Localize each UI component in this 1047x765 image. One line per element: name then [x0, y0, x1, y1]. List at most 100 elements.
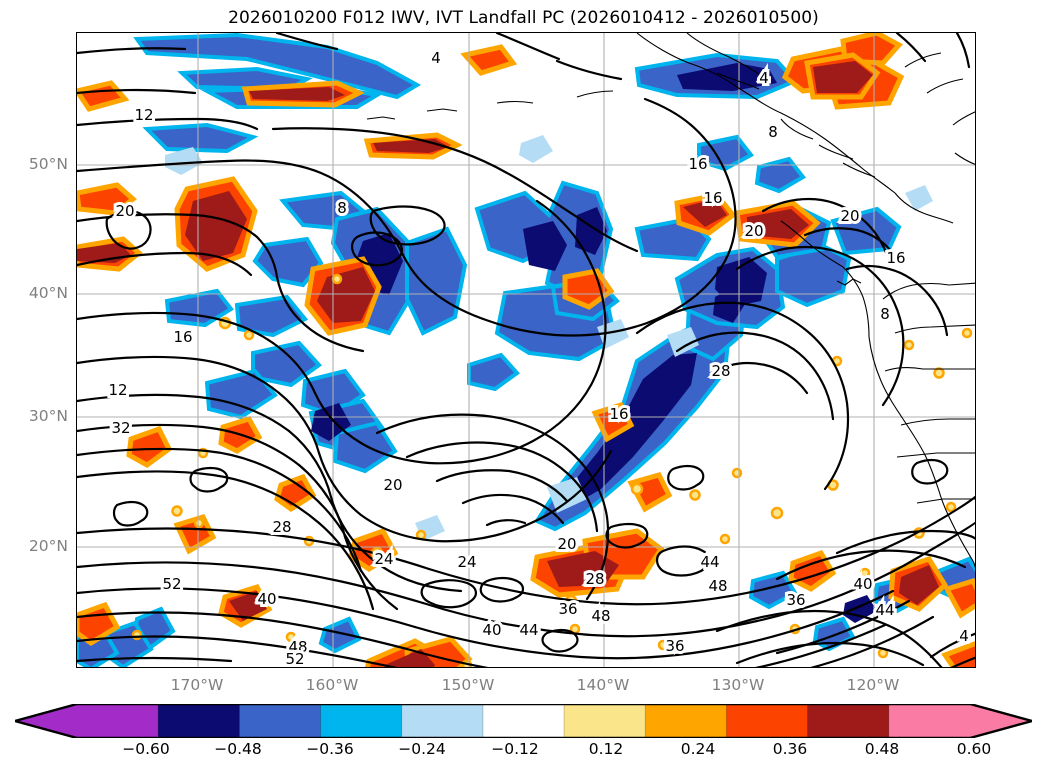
contour-label-20-1: 20	[115, 202, 134, 220]
contour-label-halo: 44	[700, 553, 719, 571]
contour-label-halo: 36	[558, 600, 577, 618]
contour-label-halo: 8	[768, 123, 778, 141]
contour-label-44-15: 44	[519, 621, 538, 639]
colorbar-segment-10	[888, 704, 971, 738]
cbar-tick-8: 0.48	[864, 740, 900, 758]
contour-label-16-32: 16	[886, 249, 905, 267]
xtick-label-150w: 150°W	[441, 676, 495, 694]
cbar-tick-4: −0.12	[491, 740, 539, 758]
contour-layer	[77, 33, 975, 667]
contour-label-halo: 28	[711, 362, 730, 380]
contour-label-36-13: 36	[558, 600, 577, 618]
contour-label-48-21: 48	[708, 577, 727, 595]
contour-label-24-7: 24	[374, 550, 393, 568]
contour-label-halo: 12	[108, 381, 127, 399]
cbar-tick-5: 0.12	[588, 740, 624, 758]
colorbar-segment-6	[564, 704, 646, 738]
contour-label-36-22: 36	[786, 591, 805, 609]
contour-label-8-33: 8	[337, 199, 347, 217]
contour-label-halo: 20	[383, 476, 402, 494]
contour-label-16-28: 16	[688, 155, 707, 173]
colorbar-segment-3	[320, 704, 403, 738]
contour-label-12-0: 12	[134, 106, 153, 124]
contour-label-20-9: 20	[557, 535, 576, 553]
coastline-layer	[366, 33, 975, 569]
contour-label-halo: 28	[272, 518, 291, 536]
contour-label-40-12: 40	[257, 590, 276, 608]
colorbar-segment-2	[239, 704, 322, 738]
colorbar[interactable]	[15, 704, 1032, 738]
xtick-label-160w: 160°W	[305, 676, 359, 694]
shaded-anomaly-layer	[77, 33, 975, 667]
cbar-tick-3: −0.24	[398, 740, 446, 758]
contour-label-halo: 16	[609, 405, 628, 423]
contour-label-halo: 36	[786, 591, 805, 609]
colorbar-segment-8	[726, 704, 809, 738]
ytick-label-30n: 30°N	[28, 407, 68, 425]
contour-label-32-4: 32	[111, 419, 130, 437]
contour-label-4-25: 4	[431, 49, 441, 67]
contour-label-24-8: 24	[457, 553, 476, 571]
contour-label-halo: 48	[708, 577, 727, 595]
gridlines	[77, 33, 975, 667]
colorbar-segment-9	[807, 704, 890, 738]
cbar-tick-2: −0.36	[306, 740, 354, 758]
contour-label-halo: 28	[585, 570, 604, 588]
contour-label-halo: 4	[759, 69, 769, 87]
contour-label-20-5: 20	[383, 476, 402, 494]
contour-label-48-17: 48	[288, 638, 307, 656]
contour-label-20-31: 20	[840, 207, 859, 225]
contour-label-halo: 44	[875, 601, 894, 619]
contour-label-halo: 48	[591, 607, 610, 625]
contour-label-44-24: 44	[875, 601, 894, 619]
contour-label-halo: 52	[285, 650, 304, 668]
contour-label-halo: 16	[688, 155, 707, 173]
contour-label-16-35: 16	[609, 405, 628, 423]
contour-label-16-2: 16	[173, 328, 192, 346]
colorbar-segment-0	[77, 704, 159, 738]
contour-label-halo: 44	[519, 621, 538, 639]
ytick-label-20n: 20°N	[28, 537, 68, 555]
contour-label-20-30: 20	[744, 222, 763, 240]
colorbar-graphic	[15, 704, 1032, 738]
contour-label-halo: 16	[173, 328, 192, 346]
contour-label-halo: 12	[134, 106, 153, 124]
contour-label-28-34: 28	[711, 362, 730, 380]
colorbar-extend-right	[970, 704, 1032, 738]
cbar-tick-7: 0.36	[772, 740, 808, 758]
contour-label-48-16: 48	[591, 607, 610, 625]
contour-label-36-19: 36	[665, 637, 684, 655]
contour-label-halo: 16	[886, 249, 905, 267]
contour-label-halo: 20	[744, 222, 763, 240]
contour-label-4-37: 4	[959, 627, 969, 645]
contour-label-8-36: 8	[880, 305, 890, 323]
contour-label-28-6: 28	[272, 518, 291, 536]
contour-label-halo: 8	[880, 305, 890, 323]
ytick-label-40n: 40°N	[28, 284, 68, 302]
contour-label-8-27: 8	[768, 123, 778, 141]
contour-label-halo: 4	[431, 49, 441, 67]
contour-label-28-10: 28	[585, 570, 604, 588]
map-plot-area[interactable]: 12 12 20 20 16 16 12 12 32 32 20 20 28 28 24 24 24 24 20 20…	[76, 32, 976, 668]
cbar-tick-0: −0.60	[122, 740, 170, 758]
contour-label-40-14: 40	[482, 621, 501, 639]
page-title: 2026010200 F012 IWV, IVT Landfall PC (20…	[228, 8, 819, 28]
contour-label-halo: 20	[557, 535, 576, 553]
colorbar-segment-5	[482, 704, 565, 738]
contour-label-halo: 16	[703, 189, 722, 207]
xtick-label-170w: 170°W	[170, 676, 224, 694]
contour-label-halo: 20	[840, 207, 859, 225]
contour-label-halo: 24	[374, 550, 393, 568]
cbar-tick-9: 0.60	[956, 740, 992, 758]
xtick-label-130w: 130°W	[711, 676, 765, 694]
colorbar-segment-4	[401, 704, 484, 738]
ytick-label-50n: 50°N	[28, 155, 68, 173]
contour-label-52-18: 52	[285, 650, 304, 668]
contour-label-halo: 24	[457, 553, 476, 571]
xtick-label-120w: 120°W	[846, 676, 900, 694]
contour-label-12-3: 12	[108, 381, 127, 399]
contour-label-4-26: 4	[759, 69, 769, 87]
